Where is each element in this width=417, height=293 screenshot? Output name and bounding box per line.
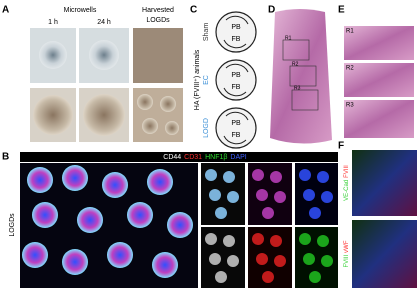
panel-label: A	[2, 5, 9, 16]
cell	[303, 253, 315, 265]
cell	[252, 169, 264, 181]
c-dish	[215, 59, 257, 101]
a-column: 1 h	[48, 19, 58, 26]
stain: FVIII	[344, 165, 350, 178]
cells	[22, 165, 333, 283]
cell	[309, 271, 321, 283]
c-site: FB	[232, 132, 241, 139]
panel-label: D	[268, 5, 275, 16]
cell	[209, 189, 221, 201]
cell	[274, 191, 286, 203]
cell	[205, 169, 217, 181]
a-title: Microwells	[64, 7, 97, 14]
cell	[152, 252, 178, 278]
cell	[223, 235, 235, 247]
cell	[321, 255, 333, 267]
c-site: FB	[232, 84, 241, 91]
cell	[227, 191, 239, 203]
d-region: R2	[292, 61, 299, 67]
stain: HNF1β	[205, 154, 227, 161]
cell	[270, 171, 282, 183]
c-arrow	[225, 15, 249, 25]
cell	[32, 202, 58, 228]
panel-a-images	[30, 28, 183, 142]
c-site: FB	[232, 36, 241, 43]
cell	[317, 171, 329, 183]
b-stains: CD44 CD31 HNF1β DAPI	[163, 154, 247, 161]
panel-label: F	[338, 141, 344, 152]
cell	[102, 172, 128, 198]
a-column: 24 h	[97, 19, 111, 26]
cell	[27, 167, 53, 193]
c-arrow	[223, 87, 247, 97]
cell	[127, 202, 153, 228]
panel-label: C	[190, 5, 197, 16]
c-site: PB	[231, 120, 241, 127]
cell	[317, 235, 329, 247]
e-region: R1	[346, 29, 354, 35]
stain: FVIII	[344, 254, 350, 267]
stain: CD31	[184, 154, 202, 161]
c-arrow	[225, 63, 249, 73]
b-row-label: LOGDs	[9, 213, 16, 237]
cell	[77, 207, 103, 233]
d-region: R1	[285, 35, 292, 41]
cell	[215, 207, 227, 219]
cell	[299, 233, 311, 245]
c-group: Sham	[203, 23, 210, 41]
c-arrow	[223, 39, 247, 49]
c-dish	[215, 107, 257, 149]
f-label: FVIIIvWF	[344, 240, 350, 267]
cell	[321, 191, 333, 203]
cell	[209, 253, 221, 265]
c-group: LOGD	[203, 118, 210, 138]
c-dish	[215, 11, 257, 53]
cell	[223, 171, 235, 183]
stain: CD44	[163, 154, 181, 161]
cell	[62, 165, 88, 191]
cell	[256, 253, 268, 265]
a-harvested: Harvested	[142, 7, 174, 14]
cell	[309, 207, 321, 219]
cell	[167, 212, 193, 238]
e-region: R3	[346, 103, 354, 109]
c-group: EC	[203, 75, 210, 85]
cell	[256, 189, 268, 201]
c-site: PB	[231, 24, 241, 31]
panel-d-image	[270, 9, 332, 144]
cell	[262, 271, 274, 283]
c-arrow	[223, 135, 247, 145]
cell	[262, 207, 274, 219]
cell	[227, 255, 239, 267]
cell	[147, 169, 173, 195]
cell	[252, 233, 264, 245]
cell	[205, 233, 217, 245]
cell	[270, 235, 282, 247]
c-axis-label: HA (FVIII⁺) animals	[194, 49, 201, 110]
stain: VE-Cad	[344, 180, 350, 201]
cell	[62, 249, 88, 275]
panel-label: B	[2, 152, 9, 163]
cell	[274, 255, 286, 267]
panel-label: E	[338, 5, 345, 16]
cell	[215, 271, 227, 283]
f-label: VE-Cad FVIII	[344, 165, 350, 201]
c-site: PB	[231, 72, 241, 79]
stain: DAPI	[230, 154, 246, 161]
panel-f-images	[352, 150, 417, 288]
panel-e-images	[344, 26, 414, 138]
stain: vWF	[344, 240, 350, 253]
cell	[303, 189, 315, 201]
a-harvested: LOGDs	[146, 17, 170, 24]
e-region: R2	[346, 66, 354, 72]
cell	[22, 242, 48, 268]
c-arrow	[225, 111, 249, 121]
cell	[299, 169, 311, 181]
cell	[107, 242, 133, 268]
d-region: R3	[294, 85, 301, 91]
